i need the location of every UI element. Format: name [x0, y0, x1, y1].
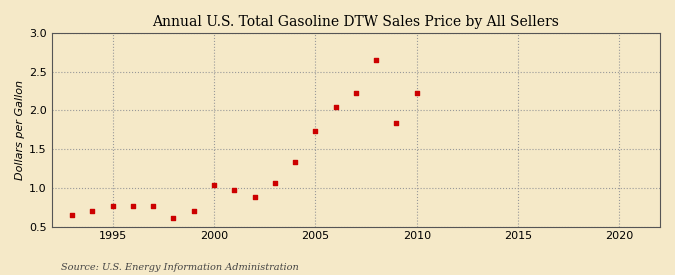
Point — [67, 213, 78, 217]
Point — [107, 204, 118, 208]
Point — [411, 91, 422, 95]
Point — [391, 121, 402, 125]
Point — [350, 91, 361, 95]
Point — [188, 209, 199, 213]
Point — [249, 195, 260, 199]
Point — [310, 128, 321, 133]
Point — [371, 58, 381, 62]
Point — [148, 204, 159, 208]
Point — [290, 159, 300, 164]
Point — [209, 183, 219, 187]
Point — [229, 188, 240, 192]
Title: Annual U.S. Total Gasoline DTW Sales Price by All Sellers: Annual U.S. Total Gasoline DTW Sales Pri… — [153, 15, 560, 29]
Point — [269, 181, 280, 185]
Text: Source: U.S. Energy Information Administration: Source: U.S. Energy Information Administ… — [61, 263, 298, 272]
Point — [128, 204, 138, 208]
Point — [87, 209, 98, 213]
Y-axis label: Dollars per Gallon: Dollars per Gallon — [15, 80, 25, 180]
Point — [168, 216, 179, 220]
Point — [330, 105, 341, 109]
